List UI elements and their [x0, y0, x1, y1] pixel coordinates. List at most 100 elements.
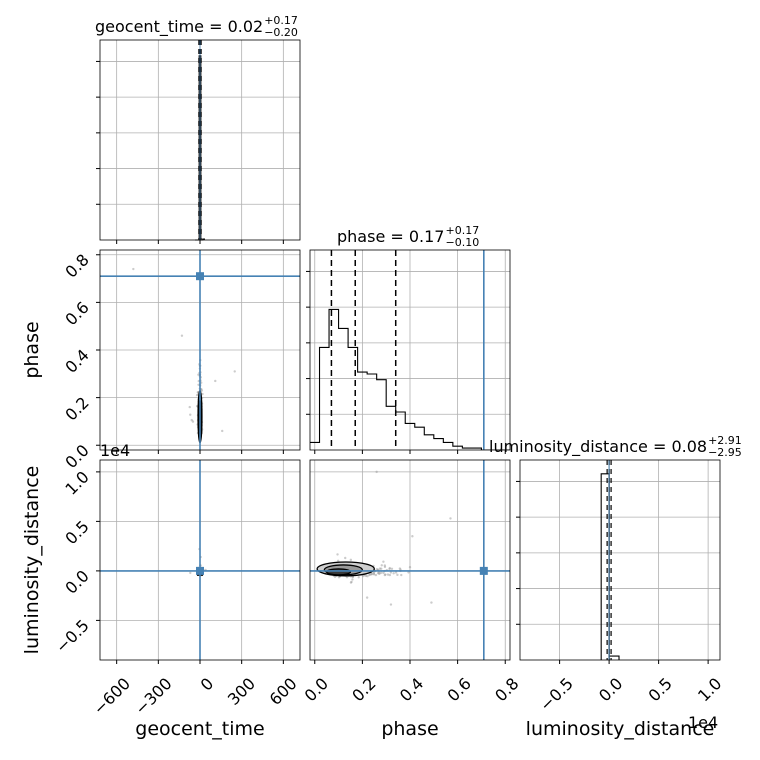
- sample-point: [377, 572, 381, 575]
- sample-point: [351, 578, 354, 581]
- y-tick-label-phase: 0.6: [61, 298, 92, 329]
- truth-marker: [196, 272, 204, 281]
- sample-point: [190, 418, 193, 422]
- sample-point: [349, 558, 353, 562]
- y-tick-label-luminosity_distance: 0.5: [61, 517, 92, 548]
- sample-point: [430, 601, 433, 604]
- sample-point: [407, 571, 410, 574]
- hist-phase: [310, 308, 510, 450]
- x-offset-text: 1e4: [688, 713, 718, 732]
- sample-point: [188, 405, 191, 409]
- sample-point: [383, 564, 387, 567]
- sample-point: [396, 573, 399, 577]
- sample-point: [233, 370, 236, 373]
- sample-point: [345, 576, 349, 579]
- sample-point: [368, 573, 371, 577]
- x-tick-label-phase: 0.8: [491, 674, 522, 705]
- sample-point: [390, 567, 394, 570]
- y-tick-label-phase: 0.4: [61, 345, 92, 376]
- panel-title-phase: phase = 0.17 +0.17−0.10: [337, 224, 479, 249]
- sample-point: [372, 573, 376, 576]
- truth-marker: [479, 566, 488, 575]
- y-tick-label-phase: 0.8: [61, 250, 92, 281]
- y-tick-label-luminosity_distance: 1.0: [61, 467, 92, 498]
- sample-point: [388, 567, 391, 571]
- panel-title-geocent_time: geocent_time = 0.02 +0.17−0.20: [95, 14, 298, 39]
- contours-luminosity_distance-phase: [316, 561, 375, 577]
- x-tick-label-phase: 0.0: [301, 674, 332, 705]
- sample-point: [389, 603, 393, 606]
- sample-point: [180, 334, 184, 337]
- sample-point: [411, 535, 414, 538]
- panel-geocent_time-geocent_time: [96, 40, 300, 240]
- x-tick-label-geocent_time: 600: [266, 674, 301, 709]
- scatter-luminosity_distance-phase: [332, 470, 452, 606]
- x-tick-label-phase: 0.4: [396, 674, 427, 705]
- sample-point: [357, 576, 360, 579]
- title-lower-error: −0.10: [445, 236, 479, 249]
- y-axis-label-phase: phase: [21, 321, 43, 378]
- sample-point: [382, 560, 385, 563]
- sample-point: [189, 413, 192, 416]
- panel-luminosity_distance-phase: [310, 460, 510, 660]
- title-upper-error: +0.17: [264, 14, 298, 27]
- x-tick-label-luminosity_distance: 0.0: [595, 674, 626, 705]
- sample-point: [380, 567, 383, 570]
- hist-luminosity_distance: [600, 473, 620, 660]
- title-upper-error: +2.91: [708, 434, 742, 447]
- y-offset-text: 1e4: [100, 441, 130, 460]
- x-tick-label-phase: 0.6: [443, 674, 474, 705]
- sample-point: [132, 267, 135, 271]
- sample-point: [374, 573, 378, 577]
- title-lower-error: −2.95: [708, 446, 742, 459]
- sample-point: [408, 565, 412, 569]
- sample-point: [344, 556, 347, 560]
- y-axis-label-luminosity_distance: luminosity_distance: [21, 466, 43, 655]
- title-upper-error: +0.17: [445, 224, 479, 237]
- sample-point: [392, 572, 395, 575]
- sample-point: [375, 470, 378, 474]
- sample-point: [201, 392, 204, 396]
- x-axis-label-phase: phase: [381, 718, 438, 740]
- x-tick-label-phase: 0.2: [348, 674, 379, 705]
- panel-luminosity_distance-luminosity_distance: [516, 460, 720, 660]
- sample-point: [383, 573, 387, 577]
- x-tick-label-geocent_time: −600: [89, 674, 134, 719]
- sample-point: [380, 564, 383, 567]
- sample-point: [221, 429, 224, 433]
- hist-geocent_time: [195, 55, 205, 241]
- x-axis-label-luminosity_distance: luminosity_distance: [526, 718, 715, 740]
- title-text: luminosity_distance = 0.08: [489, 437, 707, 457]
- x-tick-label-geocent_time: 300: [224, 674, 259, 709]
- sample-point: [389, 571, 393, 574]
- y-tick-label-luminosity_distance: 0.0: [61, 566, 92, 597]
- sample-point: [449, 517, 452, 520]
- panel-title-luminosity_distance: luminosity_distance = 0.08 +2.91−2.95: [489, 434, 742, 459]
- sample-point: [333, 575, 337, 578]
- x-axis-label-geocent_time: geocent_time: [135, 718, 264, 740]
- sample-point: [394, 571, 398, 574]
- sample-point: [214, 379, 217, 383]
- x-tick-label-luminosity_distance: 0.5: [644, 674, 675, 705]
- panel-phase-phase: [306, 250, 510, 450]
- sample-point: [365, 596, 369, 599]
- sample-point: [336, 553, 339, 556]
- y-tick-label-phase: 0.2: [61, 393, 92, 424]
- sample-point: [195, 393, 199, 397]
- x-tick-label-luminosity_distance: −0.5: [536, 674, 577, 715]
- sample-point: [349, 581, 353, 584]
- sample-point: [386, 573, 390, 576]
- x-tick-label-geocent_time: −300: [131, 674, 176, 719]
- sample-point: [400, 573, 403, 577]
- scatter-phase-geocent_time: [132, 267, 236, 435]
- title-text: phase = 0.17: [337, 227, 444, 246]
- x-tick-label-geocent_time: 0: [197, 674, 218, 695]
- title-text: geocent_time = 0.02: [95, 17, 263, 37]
- sample-point: [336, 559, 340, 563]
- y-tick-label-luminosity_distance: −0.5: [52, 616, 93, 657]
- density-contour: [326, 568, 352, 576]
- sample-point: [370, 573, 373, 576]
- sample-point: [382, 571, 385, 575]
- truth-marker: [196, 566, 204, 575]
